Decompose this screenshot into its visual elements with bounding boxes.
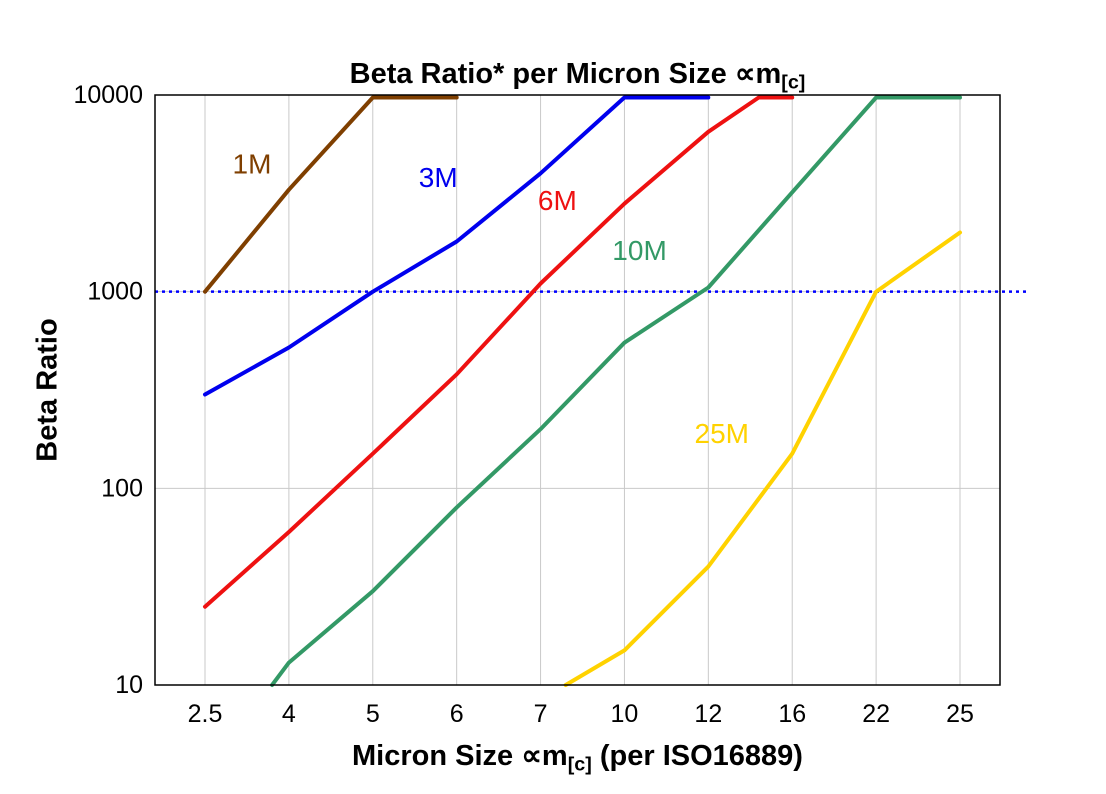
x-axis-title-text: Micron Size ∝m [352, 740, 568, 772]
series-label-1M: 1M [233, 148, 272, 179]
chart-title-subscript: [c] [781, 71, 806, 94]
x-tick-label: 16 [778, 700, 806, 728]
x-tick-label: 10 [611, 700, 639, 728]
x-axis-title-suffix: (per ISO16889) [591, 740, 803, 772]
chart-title: Beta Ratio* per Micron Size ∝m[c] [155, 56, 1000, 95]
series-label-6M: 6M [538, 185, 577, 216]
series-line-25M [563, 230, 962, 687]
x-tick-label: 6 [450, 700, 464, 728]
y-tick-label: 10000 [73, 81, 143, 109]
x-axis-title-subscript: [c] [567, 753, 592, 776]
plot-border [154, 94, 1001, 686]
series-line-10M [270, 95, 962, 687]
series-label-25M: 25M [695, 418, 749, 449]
series-label-3M: 3M [419, 162, 458, 193]
chart-title-text: Beta Ratio* per Micron Size ∝m [349, 58, 782, 90]
x-tick-label: 12 [694, 700, 722, 728]
x-tick-label: 7 [534, 700, 548, 728]
x-tick-label: 2.5 [188, 700, 223, 728]
series-line-6M [203, 95, 795, 609]
x-axis-title: Micron Size ∝m[c] (per ISO16889) [155, 738, 1000, 777]
x-tick-label: 5 [366, 700, 380, 728]
series-label-10M: 10M [612, 235, 666, 266]
x-tick-label: 22 [862, 700, 890, 728]
x-tick-label: 25 [946, 700, 974, 728]
y-tick-label: 10 [115, 671, 143, 699]
y-tick-label: 100 [101, 474, 143, 502]
series-line-1M [203, 95, 459, 294]
x-tick-label: 4 [282, 700, 296, 728]
series-line-3M [203, 95, 711, 397]
y-tick-label: 1000 [87, 278, 143, 306]
